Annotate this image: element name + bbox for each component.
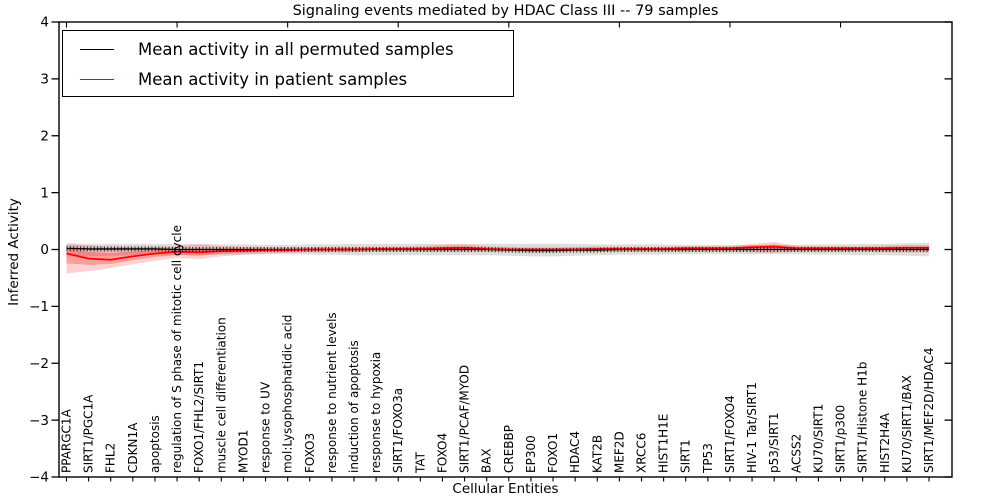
x-tick-label: FOXO4 xyxy=(435,433,449,473)
x-tick-label: HDAC4 xyxy=(568,431,582,473)
x-tick-label: XRCC6 xyxy=(635,433,649,473)
x-tick-label: KU70/SIRT1 xyxy=(811,404,825,473)
x-tick-label: FOXO3 xyxy=(303,433,317,473)
x-tick-label: p53/SIRT1 xyxy=(767,412,781,473)
x-tick-label: KU70/SIRT1/BAX xyxy=(900,375,914,473)
x-tick-label: EP300 xyxy=(524,435,538,473)
y-tick-label: −3 xyxy=(29,413,49,429)
x-tick-label: TP53 xyxy=(701,443,715,474)
x-tick-label: HIST2H4A xyxy=(878,412,892,473)
y-tick-label: −2 xyxy=(29,356,49,372)
x-tick-label: response to UV xyxy=(259,381,273,473)
x-tick-label: TAT xyxy=(413,451,427,474)
x-tick-label: FHL2 xyxy=(104,443,118,473)
x-tick-label: SIRT1/FOXO4 xyxy=(723,395,737,473)
x-tick-label: HIV-1 Tat/SIRT1 xyxy=(745,382,759,473)
x-tick-label: SIRT1/MEF2D/HDAC4 xyxy=(922,348,936,473)
x-tick-label: PPARGC1A xyxy=(60,408,74,473)
x-tick-label: mol:Lysophosphatidic acid xyxy=(281,315,295,473)
x-tick-label: induction of apoptosis xyxy=(347,340,361,473)
patient-band-outer xyxy=(66,242,929,274)
legend-item-permuted: Mean activity in all permuted samples xyxy=(63,34,513,64)
x-tick-label: SIRT1 xyxy=(679,439,693,473)
x-tick-label: BAX xyxy=(480,448,494,473)
y-tick-label: 3 xyxy=(40,72,49,88)
y-tick-label: −1 xyxy=(29,299,49,315)
x-tick-label: SIRT1/PGC1A xyxy=(82,394,96,473)
x-tick-label: apoptosis xyxy=(148,415,162,473)
x-tick-label: ACSS2 xyxy=(789,434,803,473)
x-tick-label: muscle cell differentiation xyxy=(214,317,228,473)
legend-item-patient: Mean activity in patient samples xyxy=(63,64,513,94)
legend-label: Mean activity in all permuted samples xyxy=(138,39,454,59)
x-tick-label: CREBBP xyxy=(502,425,516,473)
y-tick-label: 0 xyxy=(40,242,49,258)
x-tick-label: MYOD1 xyxy=(236,430,250,473)
patient-line xyxy=(66,245,929,261)
x-tick-label: SIRT1/Histone H1b xyxy=(856,362,870,473)
x-tick-label: SIRT1/PCAF/MYOD xyxy=(458,365,472,473)
x-tick-label: SIRT1/p300 xyxy=(834,405,848,473)
x-tick-label: response to hypoxia xyxy=(369,352,383,473)
y-tick-label: 4 xyxy=(40,15,49,31)
legend: Mean activity in all permuted samples Me… xyxy=(62,30,514,97)
x-tick-label: FOXO1 xyxy=(546,433,560,473)
x-tick-label: CDKN1A xyxy=(126,422,140,473)
y-axis-label: Inferred Activity xyxy=(6,198,22,306)
x-tick-label: MEF2D xyxy=(612,431,626,473)
y-tick-label: 2 xyxy=(40,128,49,144)
x-axis-label: Cellular Entities xyxy=(452,481,559,497)
plot-title: Signaling events mediated by HDAC Class … xyxy=(292,3,719,19)
y-tick-label: 1 xyxy=(40,185,49,201)
x-tick-label: SIRT1/FOXO3a xyxy=(391,388,405,473)
x-tick-label: FOXO1/FHL2/SIRT1 xyxy=(192,361,206,473)
x-tick-label: regulation of S phase of mitotic cell cy… xyxy=(170,225,184,473)
x-tick-label: HIST1H1E xyxy=(657,414,671,473)
x-tick-label: response to nutrient levels xyxy=(325,312,339,473)
legend-label: Mean activity in patient samples xyxy=(138,69,408,89)
legend-line-sample-black xyxy=(80,48,114,50)
y-tick-label: −4 xyxy=(29,470,49,486)
x-tick-label: KAT2B xyxy=(590,435,604,473)
legend-line-sample-red xyxy=(80,78,114,80)
